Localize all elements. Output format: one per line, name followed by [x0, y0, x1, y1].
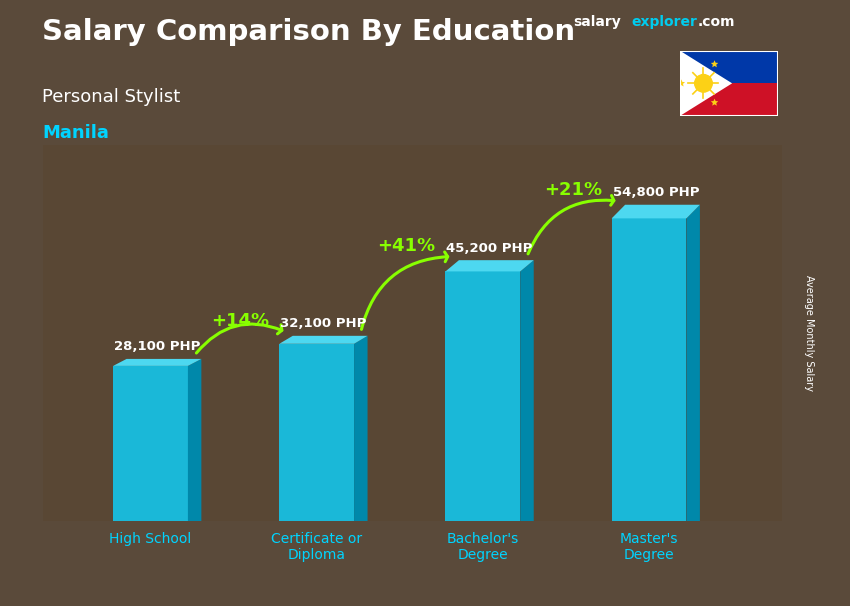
Text: 28,100 PHP: 28,100 PHP [114, 341, 201, 353]
Text: Salary Comparison By Education: Salary Comparison By Education [42, 18, 575, 46]
Bar [680, 84, 778, 116]
Text: +41%: +41% [377, 236, 435, 255]
Text: .com: .com [698, 15, 735, 29]
Bar [680, 51, 778, 84]
Text: explorer: explorer [632, 15, 697, 29]
Polygon shape [711, 60, 718, 67]
Polygon shape [280, 344, 354, 521]
Polygon shape [520, 260, 534, 521]
Polygon shape [113, 359, 201, 366]
Polygon shape [612, 218, 687, 521]
Text: Personal Stylist: Personal Stylist [42, 88, 181, 106]
Polygon shape [687, 205, 700, 521]
Text: +21%: +21% [544, 181, 602, 199]
Polygon shape [445, 271, 520, 521]
Polygon shape [280, 336, 367, 344]
Polygon shape [188, 359, 201, 521]
Text: 45,200 PHP: 45,200 PHP [446, 242, 533, 255]
Polygon shape [113, 366, 188, 521]
Text: Average Monthly Salary: Average Monthly Salary [804, 275, 814, 391]
Polygon shape [711, 99, 718, 105]
Text: Manila: Manila [42, 124, 110, 142]
Text: salary: salary [574, 15, 621, 29]
Text: +14%: +14% [212, 312, 269, 330]
Polygon shape [680, 51, 732, 116]
Text: 32,100 PHP: 32,100 PHP [280, 317, 366, 330]
Polygon shape [445, 260, 534, 271]
Polygon shape [677, 79, 685, 87]
Polygon shape [354, 336, 367, 521]
Polygon shape [612, 205, 700, 218]
Circle shape [694, 75, 712, 92]
Text: 54,800 PHP: 54,800 PHP [613, 186, 699, 199]
